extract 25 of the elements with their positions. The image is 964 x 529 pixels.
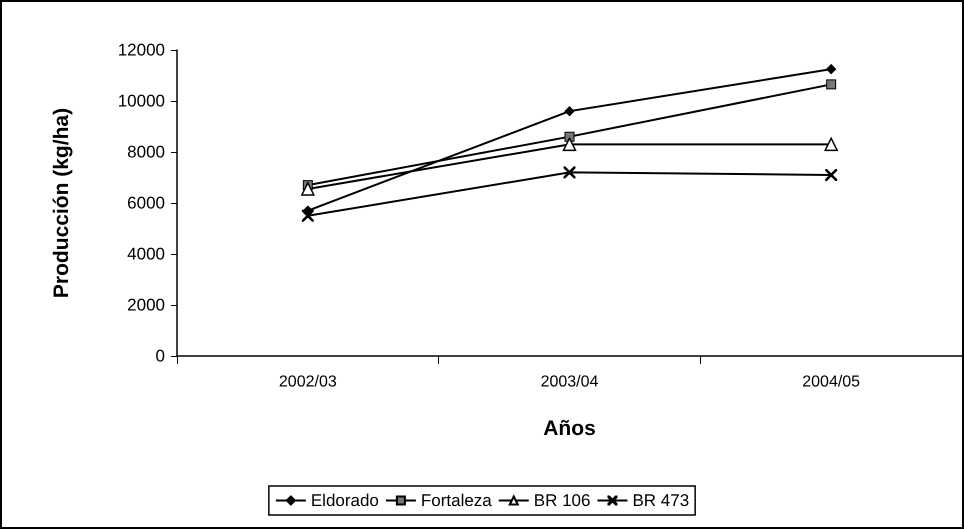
y-tick-label: 12000 xyxy=(118,40,165,60)
point xyxy=(826,64,836,74)
y-tick-label: 6000 xyxy=(127,194,165,212)
point xyxy=(825,168,838,181)
x-tick-label: 2004/05 xyxy=(802,374,860,390)
point xyxy=(302,210,314,222)
point xyxy=(301,182,315,196)
y-tick-label: 8000 xyxy=(127,142,165,162)
legend-label: Fortaleza xyxy=(420,491,492,510)
y-tick-label: 2000 xyxy=(127,296,165,314)
x-axis-title: Años xyxy=(543,417,596,440)
point xyxy=(824,138,838,152)
y-tick-label: 4000 xyxy=(127,244,165,264)
y-tick-label: 10000 xyxy=(118,92,165,110)
point xyxy=(564,166,576,178)
x-tick-label: 2002/03 xyxy=(278,374,337,390)
legend-label: BR 473 xyxy=(632,491,690,510)
point xyxy=(562,138,576,152)
point xyxy=(826,79,836,90)
legend-label: BR 106 xyxy=(534,491,590,510)
legend-label: Eldorado xyxy=(310,491,379,510)
y-axis-title: Producción (kg/ha) xyxy=(50,108,73,298)
point xyxy=(564,106,574,116)
y-tick-label: 0 xyxy=(156,346,165,366)
x-tick-label: 2003/04 xyxy=(540,374,599,390)
